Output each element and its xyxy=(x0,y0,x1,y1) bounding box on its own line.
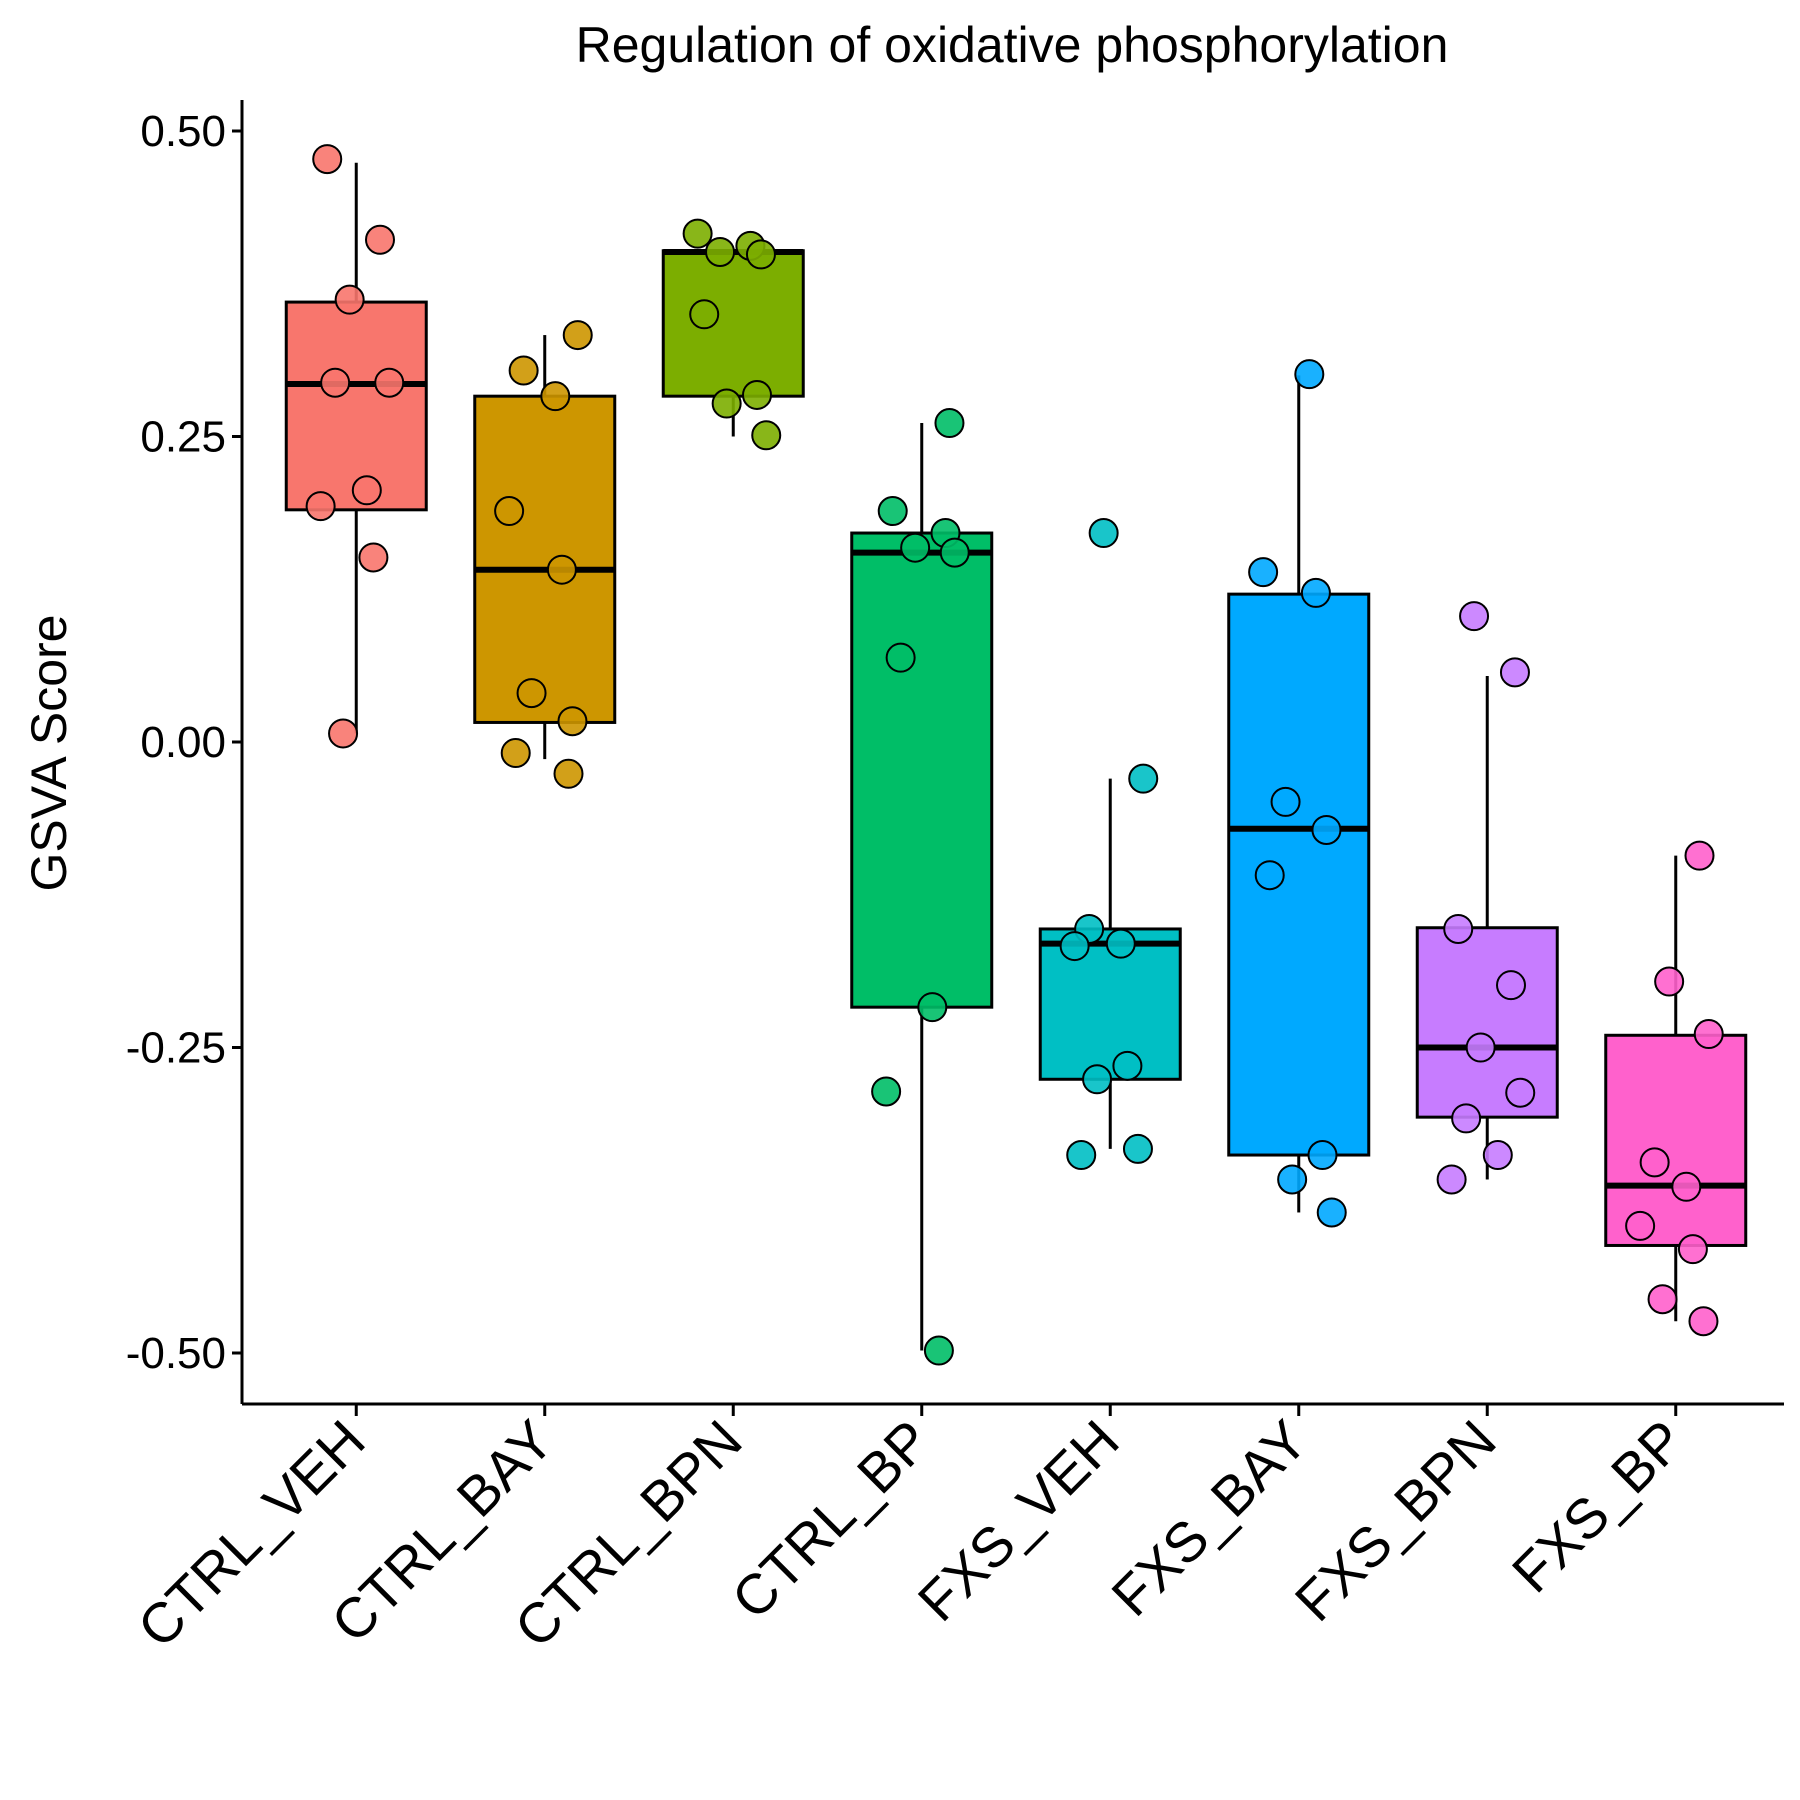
data-point xyxy=(328,718,359,749)
data-point xyxy=(1294,359,1325,390)
data-point xyxy=(1465,1032,1496,1063)
data-point xyxy=(334,284,365,315)
data-point xyxy=(1671,1171,1702,1202)
data-point xyxy=(682,218,713,249)
box-ctrl-bpn xyxy=(661,249,805,398)
data-point xyxy=(745,239,776,270)
data-point xyxy=(1254,860,1285,891)
data-point xyxy=(1688,1306,1719,1337)
box-ctrl-bp xyxy=(850,531,994,1009)
data-point xyxy=(500,737,531,768)
data-point xyxy=(917,992,948,1023)
data-point xyxy=(1307,1140,1338,1171)
chart-title: Regulation of oxidative phosphorylation xyxy=(576,17,1449,73)
data-point xyxy=(1248,557,1279,588)
data-point xyxy=(1639,1147,1670,1178)
data-point xyxy=(742,379,773,410)
data-point xyxy=(557,706,588,737)
data-point xyxy=(562,320,593,351)
y-tick-label: -0.25 xyxy=(126,1024,226,1073)
x-tick-label: FXS_BAY xyxy=(1099,1408,1319,1628)
data-point xyxy=(508,355,539,386)
data-point xyxy=(939,537,970,568)
data-point xyxy=(1311,814,1342,845)
data-point xyxy=(1654,966,1685,997)
x-tick-label: FXS_BP xyxy=(1500,1408,1696,1604)
box-ctrl-bay xyxy=(473,394,617,724)
x-tick-label: FXS_BPN xyxy=(1283,1408,1508,1633)
box-fxs-bay xyxy=(1227,592,1371,1157)
data-point xyxy=(1505,1077,1536,1108)
data-point xyxy=(751,420,782,451)
data-point xyxy=(358,542,389,573)
data-point xyxy=(1112,1050,1143,1081)
data-point xyxy=(877,496,908,527)
data-point xyxy=(1122,1133,1153,1164)
data-point xyxy=(1451,1103,1482,1134)
data-point xyxy=(1270,786,1301,817)
data-point xyxy=(1300,577,1331,608)
data-point xyxy=(540,381,571,412)
y-tick-label: 0.50 xyxy=(140,107,226,156)
data-point xyxy=(1677,1234,1708,1265)
data-point xyxy=(923,1335,954,1366)
data-point xyxy=(553,758,584,789)
data-point xyxy=(305,491,336,522)
data-point xyxy=(1105,928,1136,959)
data-point xyxy=(365,224,396,255)
data-point xyxy=(1082,1064,1113,1095)
data-point xyxy=(312,144,343,175)
data-point xyxy=(1128,763,1159,794)
data-point xyxy=(900,532,931,563)
data-point xyxy=(1647,1284,1678,1315)
plot-area: 0.500.250.00-0.25-0.50CTRL_VEHCTRL_BAYCT… xyxy=(125,100,1784,1659)
data-point xyxy=(1066,1140,1097,1171)
data-point xyxy=(374,367,405,398)
data-point xyxy=(320,367,351,398)
box-fxs-bpn xyxy=(1415,926,1559,1119)
y-tick-label: 0.25 xyxy=(140,413,226,462)
y-tick-label: 0.00 xyxy=(140,718,226,767)
data-point xyxy=(711,388,742,419)
y-axis-title: GSVA Score xyxy=(21,615,77,892)
data-point xyxy=(1482,1140,1513,1171)
data-point xyxy=(1436,1164,1467,1195)
data-point xyxy=(1277,1164,1308,1195)
data-point xyxy=(1443,913,1474,944)
box-fxs-bp xyxy=(1604,1033,1748,1247)
data-point xyxy=(1625,1210,1656,1241)
x-tick-label: CTRL_BP xyxy=(719,1408,942,1631)
data-point xyxy=(351,475,382,506)
data-point xyxy=(1693,1019,1724,1050)
data-point xyxy=(1459,601,1490,632)
y-tick-label: -0.50 xyxy=(126,1329,226,1378)
data-point xyxy=(689,299,720,330)
box-ctrl-veh xyxy=(284,300,428,512)
data-point xyxy=(1496,970,1527,1001)
data-point xyxy=(934,408,965,439)
data-point xyxy=(1316,1197,1347,1228)
data-point xyxy=(546,554,577,585)
data-point xyxy=(705,236,736,267)
data-point xyxy=(1088,518,1119,549)
data-point xyxy=(494,496,525,527)
data-point xyxy=(871,1076,902,1107)
data-point xyxy=(885,642,916,673)
data-point xyxy=(516,678,547,709)
data-point xyxy=(1499,657,1530,688)
x-tick-label: FXS_VEH xyxy=(906,1408,1131,1633)
data-point xyxy=(1684,840,1715,871)
data-point xyxy=(1059,931,1090,962)
